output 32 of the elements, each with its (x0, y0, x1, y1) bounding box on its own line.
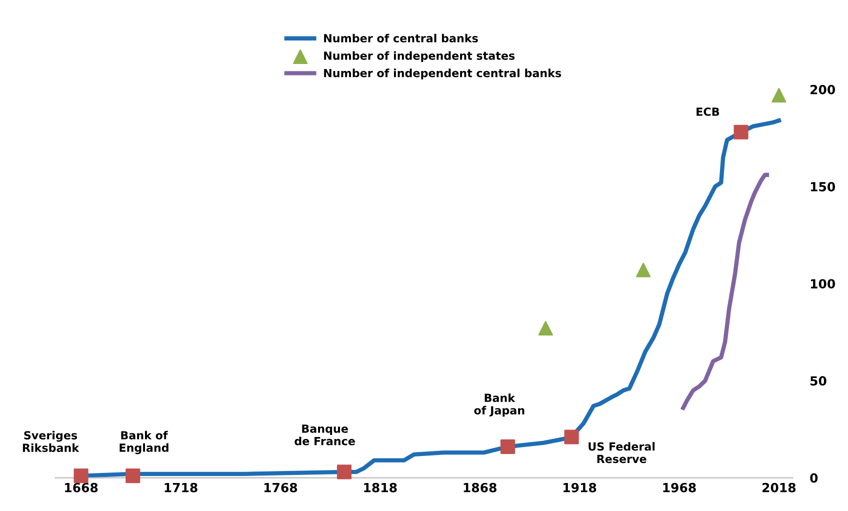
x-tick-label: 1868 (464, 482, 496, 492)
point (772, 88, 786, 103)
point (74, 468, 88, 484)
annotation: Bank of England (120, 430, 168, 454)
y-tick-label: 100 (810, 279, 836, 289)
x-tick-label: 1768 (264, 482, 298, 492)
point (734, 124, 748, 140)
x-tick-label: 1818 (364, 482, 397, 492)
y-tick-label: 150 (810, 182, 836, 192)
x-tick-label: 1968 (663, 482, 696, 492)
annotation: US Federal Reserve (588, 442, 655, 464)
x-tick-label: 1918 (564, 482, 596, 492)
annotation: Bank of Japan (474, 393, 524, 417)
line-series (681, 172, 770, 410)
y-tick-label: 0 (810, 473, 818, 483)
x-tick-label: 1718 (164, 482, 198, 492)
y-tick-label: 200 (810, 84, 836, 94)
x-tick-label: 1668 (65, 482, 98, 492)
y-tick-label: 50 (810, 376, 826, 386)
point (500, 439, 516, 454)
x-tick-label: 2018 (762, 482, 796, 492)
annotation: ECB (696, 108, 720, 116)
point (636, 262, 651, 278)
point (336, 464, 352, 480)
legend-label: Number of central banks (324, 34, 478, 42)
point (126, 468, 140, 484)
legend-label: Number of independent states (324, 51, 515, 62)
point (538, 320, 553, 336)
point (564, 430, 579, 444)
annotation: Banque de France (294, 424, 355, 446)
annotation: Sveriges Riksbank (22, 430, 80, 452)
legend-label: Number of independent central banks (324, 68, 562, 80)
